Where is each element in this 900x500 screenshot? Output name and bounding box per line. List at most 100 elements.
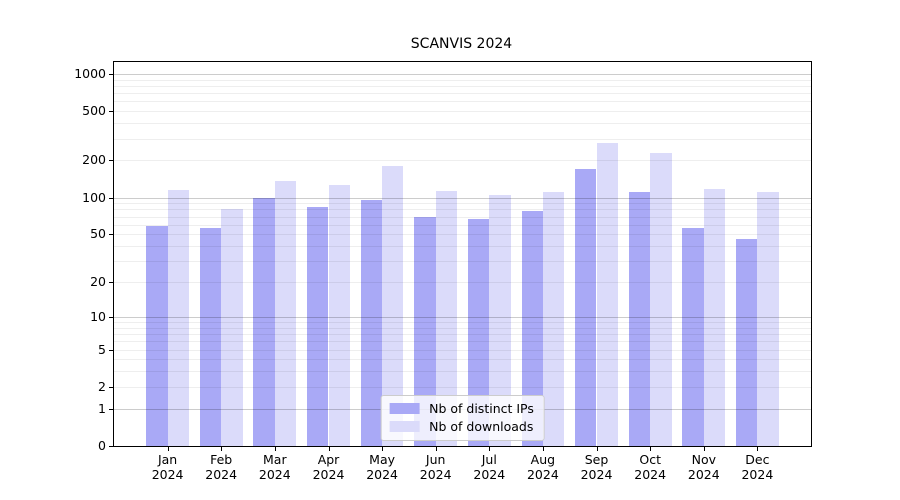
legend-item-downloads: Nb of downloads [389,419,534,434]
plot-area: 0 1 2 5 10 20 50 100 200 500 1000 Jan 2024 Feb 2024 Mar… [74,61,812,482]
gridline-minor-300 [114,138,811,140]
y-tick-label-0: 0 [98,438,106,453]
legend: Nb of distinct IPs Nb of downloads [380,395,545,441]
gridline-minor-30 [114,261,811,263]
x-tick-label-may: May 2024 [350,452,414,482]
gridline-minor-200 [114,160,811,162]
x-tick-label-nov: Nov 2024 [672,452,736,482]
y-tick-label-20: 20 [90,274,106,290]
x-tick-year-feb: 2024 [205,467,238,482]
gridline-minor-400 [114,123,811,125]
x-tick-mark-may [382,447,384,451]
x-tick-year-may: 2024 [366,467,398,482]
gridline-minor-800 [114,86,811,87]
bar-aug-ips [521,210,543,446]
gridline-major-1000 [114,74,811,75]
x-tick-mark-jul [489,447,491,451]
y-tick-label-2: 2 [98,378,106,394]
x-tick-mark-sep [596,447,598,451]
x-tick-year-mar: 2024 [258,467,291,482]
x-tick-mark-apr [328,447,330,451]
bar-apr-downloads [328,184,350,446]
x-tick-mark-aug [542,447,544,451]
x-tick-label-dec: Dec 2024 [725,452,789,482]
x-tick-year-apr: 2024 [312,467,345,482]
legend-label-downloads: Nb of downloads [429,419,534,434]
y-tick-mark-20 [109,282,113,284]
y-tick-mark-10 [109,316,113,318]
x-tick-label-jan: Jan 2024 [136,452,200,482]
gridline-minor-8 [114,327,811,329]
y-tick-mark-5 [109,349,113,351]
bar-aug-downloads [542,191,565,446]
y-tick-mark-200 [109,160,113,162]
y-tick-label-1000: 1000 [74,66,106,81]
gridline-minor-7 [114,334,811,335]
gridline-minor-60 [114,224,811,226]
y-tick-label-50: 50 [90,226,106,242]
x-tick-label-jul: Jul 2024 [457,452,521,482]
x-tick-label-aug: Aug 2024 [511,452,575,482]
gridline-major-100 [114,197,811,199]
gridline-minor-20 [114,282,811,284]
gridline-minor-700 [114,93,811,95]
x-tick-year-dec: 2024 [741,467,774,482]
bar-jul-ips [467,218,490,446]
bar-mar-ips [253,197,275,446]
bar-mar-downloads [274,180,297,446]
bar-apr-ips [307,206,329,446]
x-tick-year-oct: 2024 [634,467,667,482]
bar-jun-downloads [435,190,458,446]
y-tick-label-5: 5 [98,341,106,357]
x-tick-year-jun: 2024 [419,467,452,482]
y-tick-label-200: 200 [82,152,106,168]
y-tick-mark-1000 [109,74,113,75]
x-tick-mark-jan [167,447,169,451]
x-tick-mark-mar [274,447,276,451]
bar-oct-downloads [650,152,672,446]
x-tick-year-sep: 2024 [580,467,613,482]
x-tick-label-oct: Oct 2024 [618,452,682,482]
x-tick-mark-oct [650,447,652,451]
axes-layer: 0 1 2 5 10 20 50 100 200 500 1000 Jan 2024 Feb 2024 Mar… [74,62,811,482]
x-tick-mark-jun [435,447,437,451]
bars-layer [114,62,811,446]
y-tick-mark-0 [109,446,113,447]
gridline-minor-80 [114,209,811,211]
y-tick-mark-500 [109,111,113,113]
legend-swatch-distinct-ips [389,403,420,414]
gridline-major-10 [114,316,811,318]
y-tick-label-1: 1 [98,400,106,416]
bar-feb-ips [199,228,222,446]
bar-feb-downloads [221,209,243,446]
y-tick-label-500: 500 [82,103,106,119]
gridline-minor-900 [114,79,811,81]
x-tick-label-apr: Apr 2024 [297,452,361,482]
gridline-minor-50 [114,234,811,236]
bar-nov-downloads [703,189,726,446]
x-tick-label-mar: Mar 2024 [243,452,307,482]
y-tick-mark-50 [109,234,113,236]
y-tick-mark-1 [109,408,113,410]
gridline-minor-2 [114,386,811,388]
bar-dec-downloads [757,192,779,446]
x-tick-mark-feb [221,447,223,451]
x-tick-year-aug: 2024 [526,467,559,482]
bar-may-ips [360,200,382,446]
y-tick-label-100: 100 [82,189,106,205]
gridline-minor-40 [114,246,811,247]
y-tick-mark-2 [109,386,113,388]
x-tick-label-feb: Feb 2024 [189,452,253,482]
bar-oct-ips [628,192,651,446]
bar-jan-ips [146,226,168,446]
gridline-minor-90 [114,203,811,205]
legend-swatch-downloads [389,421,420,432]
y-tick-mark-100 [109,197,113,199]
bar-nov-ips [682,228,704,446]
x-tick-mark-nov [703,447,705,451]
gridline-minor-6 [114,341,811,343]
legend-label-distinct-ips: Nb of distinct IPs [429,401,534,416]
gridline-minor-70 [114,216,811,218]
x-tick-mark-dec [757,447,759,451]
